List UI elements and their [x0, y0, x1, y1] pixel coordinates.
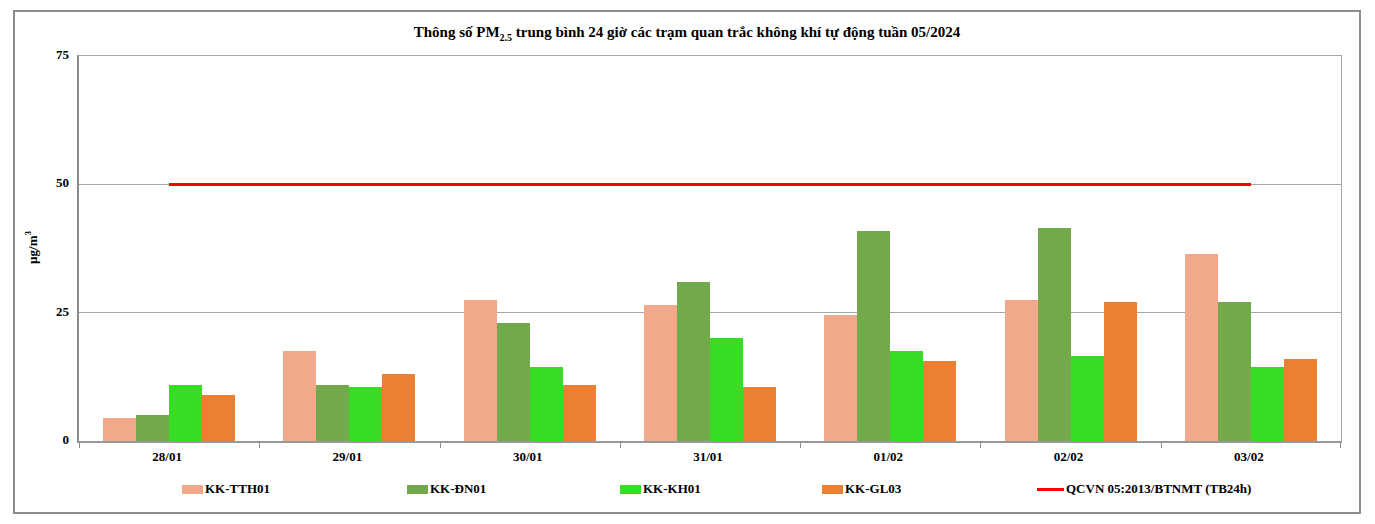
chart-title-text: Thông số PM: [414, 24, 500, 40]
bar-KK-TTH01-31/01: [644, 305, 677, 441]
x-label-01-02: 01/02: [798, 448, 978, 466]
x-tick-mark: [1340, 443, 1341, 448]
bar-KK-GL03-02/02: [1104, 302, 1137, 441]
legend-line-swatch: [1037, 488, 1064, 491]
bar-KK-KH01-30/01: [530, 367, 563, 441]
legend-item-KK-GL03: KK-GL03: [822, 476, 901, 502]
x-label-31-01: 31/01: [618, 448, 798, 466]
bar-KK-ĐN01-28/01: [136, 415, 169, 441]
x-label-30-01: 30/01: [438, 448, 618, 466]
bar-KK-ĐN01-01/02: [857, 231, 890, 441]
bar-KK-KH01-29/01: [349, 387, 382, 441]
reference-line: [169, 183, 1251, 186]
bar-KK-TTH01-30/01: [464, 300, 497, 441]
bar-KK-KH01-28/01: [169, 385, 202, 441]
x-label-02-02: 02/02: [978, 448, 1158, 466]
bar-KK-GL03-30/01: [563, 385, 596, 441]
x-label-03-02: 03/02: [1159, 448, 1339, 466]
bar-KK-ĐN01-29/01: [316, 385, 349, 441]
legend-label-KK-TTH01: KK-TTH01: [205, 481, 270, 497]
bar-KK-ĐN01-02/02: [1038, 228, 1071, 441]
legend-label-KK-GL03: KK-GL03: [845, 481, 901, 497]
bar-KK-GL03-01/02: [923, 361, 956, 441]
bar-KK-ĐN01-03/02: [1218, 302, 1251, 441]
bar-KK-TTH01-03/02: [1185, 254, 1218, 441]
gridline-25: [79, 312, 1341, 313]
y-tick-label-50: 50: [15, 174, 69, 192]
legend-swatch-KK-KH01: [620, 485, 641, 494]
y-tick-label-25: 25: [15, 303, 69, 321]
x-label-28-01: 28/01: [77, 448, 257, 466]
bar-KK-KH01-01/02: [890, 351, 923, 441]
x-label-29-01: 29/01: [257, 448, 437, 466]
legend-item-KK-ĐN01: KK-ĐN01: [407, 476, 486, 502]
legend-swatch-KK-GL03: [822, 485, 843, 494]
legend-swatch-KK-ĐN01: [407, 485, 428, 494]
bar-KK-TTH01-01/02: [824, 315, 857, 441]
bar-KK-KH01-31/01: [710, 338, 743, 441]
y-tick-label-75: 75: [15, 46, 69, 64]
plot-area: [77, 55, 1342, 443]
chart-title-suffix: trung bình 24 giờ các trạm quan trắc khô…: [512, 24, 960, 40]
bar-KK-ĐN01-31/01: [677, 282, 710, 441]
legend: KK-TTH01 KK-ĐN01 KK-KH01 KK-GL03 QCVN 05:201…: [15, 476, 1359, 502]
chart-title: Thông số PM2.5 trung bình 24 giờ các trạ…: [15, 23, 1359, 47]
y-tick-label-0: 0: [15, 431, 69, 449]
bar-KK-ĐN01-30/01: [497, 323, 530, 441]
bar-KK-GL03-29/01: [382, 374, 415, 441]
y-axis-tick-labels: 0255075: [15, 55, 69, 440]
bar-KK-TTH01-02/02: [1005, 300, 1038, 441]
bar-KK-GL03-03/02: [1284, 359, 1317, 441]
bar-KK-KH01-02/02: [1071, 356, 1104, 441]
legend-item-reference-line: QCVN 05:2013/BTNMT (TB24h): [1037, 476, 1251, 502]
chart-title-subscript: 2.5: [500, 32, 513, 43]
legend-label-KK-KH01: KK-KH01: [643, 481, 701, 497]
chart-frame: Thông số PM2.5 trung bình 24 giờ các trạ…: [13, 10, 1361, 514]
bar-KK-GL03-28/01: [202, 395, 235, 441]
bar-KK-TTH01-28/01: [103, 418, 136, 441]
chart-canvas: Thông số PM2.5 trung bình 24 giờ các trạ…: [0, 0, 1375, 524]
bar-KK-KH01-03/02: [1251, 367, 1284, 441]
bar-KK-TTH01-29/01: [283, 351, 316, 441]
legend-swatch-KK-TTH01: [182, 485, 203, 494]
legend-item-KK-KH01: KK-KH01: [620, 476, 701, 502]
x-axis-labels: 28/0129/0130/0131/0101/0202/0203/02: [77, 448, 1339, 466]
bar-KK-GL03-31/01: [743, 387, 776, 441]
legend-label-reference-line: QCVN 05:2013/BTNMT (TB24h): [1066, 481, 1251, 497]
legend-item-KK-TTH01: KK-TTH01: [182, 476, 270, 502]
legend-label-KK-ĐN01: KK-ĐN01: [430, 481, 486, 497]
